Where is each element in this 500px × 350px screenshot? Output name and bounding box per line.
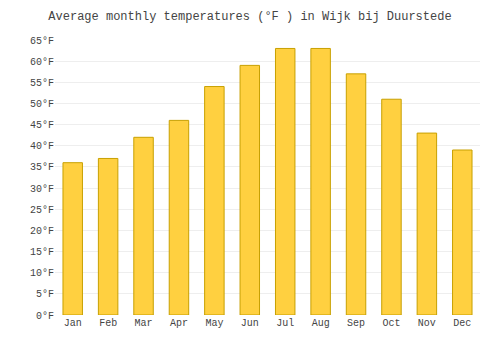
svg-text:5°F: 5°F — [36, 289, 54, 300]
svg-text:May: May — [205, 318, 223, 329]
svg-text:60°F: 60°F — [30, 57, 54, 68]
svg-text:35°F: 35°F — [30, 162, 54, 173]
svg-text:0°F: 0°F — [36, 311, 54, 322]
svg-text:Jan: Jan — [64, 318, 82, 329]
svg-text:30°F: 30°F — [30, 184, 54, 195]
svg-text:Sep: Sep — [347, 318, 365, 329]
svg-text:55°F: 55°F — [30, 78, 54, 89]
svg-text:Mar: Mar — [135, 318, 153, 329]
svg-text:Jul: Jul — [276, 318, 294, 329]
svg-text:Oct: Oct — [382, 318, 400, 329]
svg-text:65°F: 65°F — [30, 36, 54, 47]
svg-text:Nov: Nov — [418, 318, 436, 329]
svg-text:25°F: 25°F — [30, 205, 54, 216]
svg-text:50°F: 50°F — [30, 99, 54, 110]
svg-text:Jun: Jun — [241, 318, 259, 329]
svg-text:45°F: 45°F — [30, 120, 54, 131]
svg-text:Aug: Aug — [312, 318, 330, 329]
svg-text:15°F: 15°F — [30, 247, 54, 258]
svg-text:Apr: Apr — [170, 318, 188, 329]
svg-text:10°F: 10°F — [30, 268, 54, 279]
svg-text:Dec: Dec — [453, 318, 471, 329]
svg-text:20°F: 20°F — [30, 226, 54, 237]
svg-text:40°F: 40°F — [30, 141, 54, 152]
svg-text:Feb: Feb — [99, 318, 117, 329]
svg-text:Average monthly temperatures (: Average monthly temperatures (°F ) in Wi… — [48, 10, 451, 24]
